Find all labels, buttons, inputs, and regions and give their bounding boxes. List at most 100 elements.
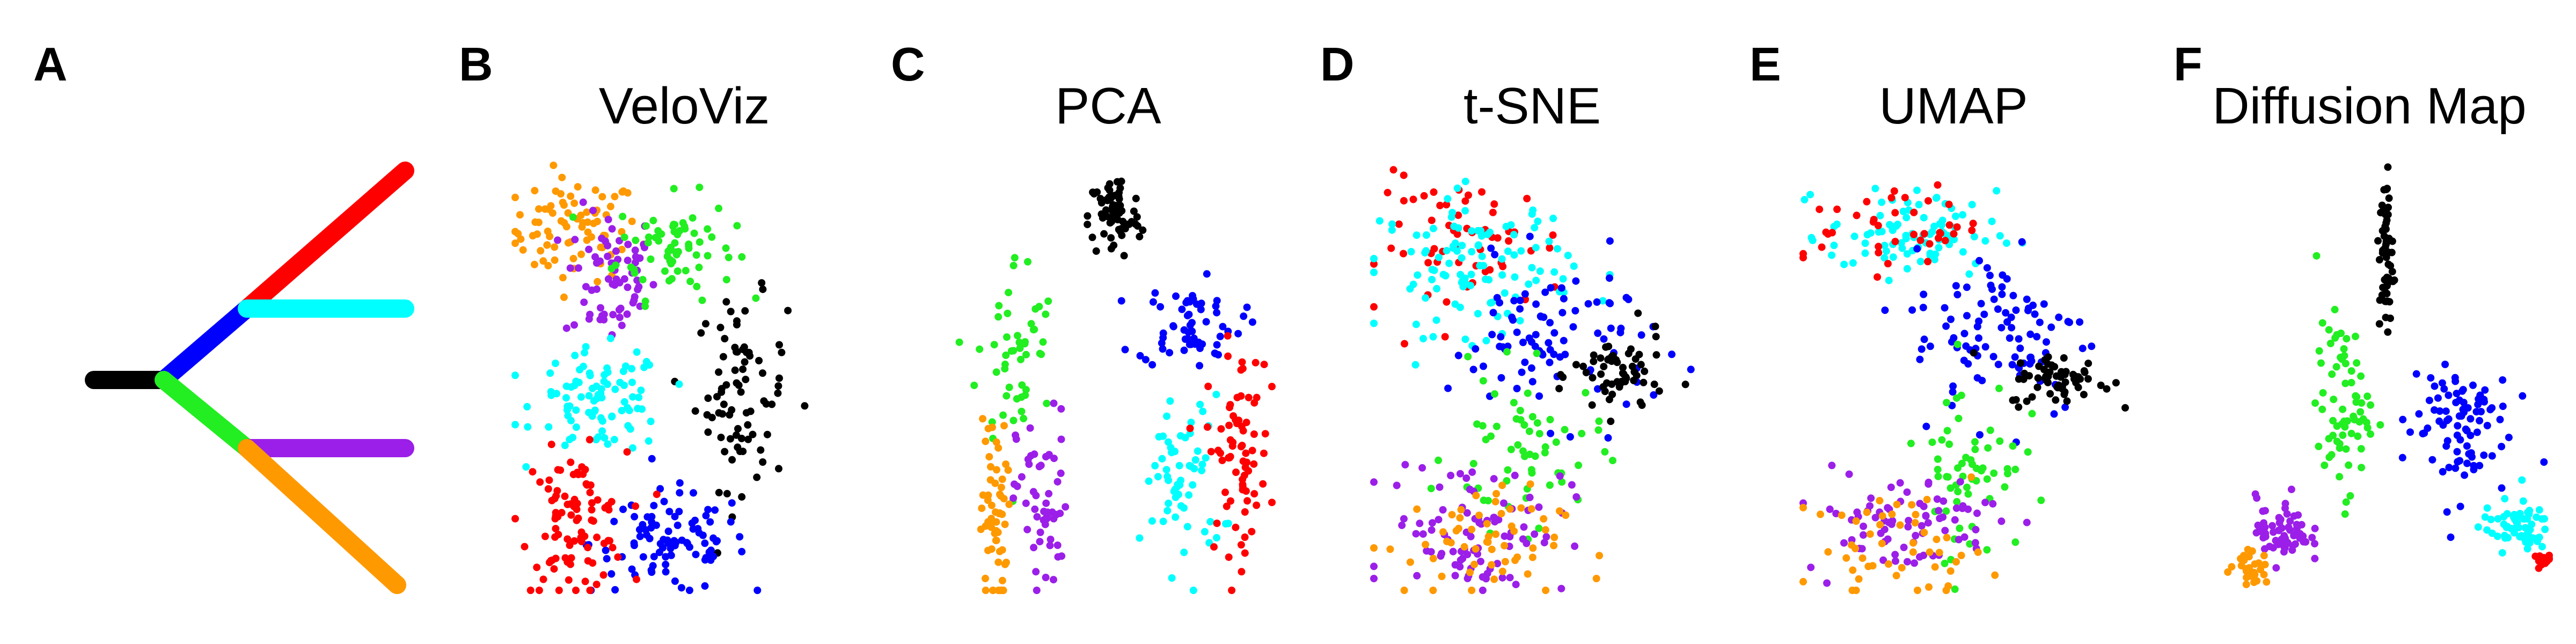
scatter-point-green xyxy=(2315,442,2323,450)
scatter-point-cyan xyxy=(1449,243,1457,250)
scatter-point-red xyxy=(1239,427,1247,435)
scatter-point-purple xyxy=(2296,530,2304,538)
scatter-point-cyan xyxy=(2518,476,2526,484)
scatter-point-green xyxy=(1016,344,1024,352)
scatter-point-orange xyxy=(519,246,527,254)
scatter-point-blue xyxy=(2473,428,2481,436)
scatter-point-green xyxy=(680,223,689,230)
scatter-point-orange xyxy=(1866,530,1874,538)
scatter-point-red xyxy=(539,575,547,583)
scatter-point-blue xyxy=(2076,318,2084,326)
scatter-point-cyan xyxy=(511,371,519,379)
scatter-point-cyan xyxy=(635,393,643,401)
scatter-point-purple xyxy=(1033,513,1041,521)
scatter-point-black xyxy=(1132,194,1140,202)
scatter-point-green xyxy=(695,264,703,272)
scatter-point-cyan xyxy=(1155,433,1163,441)
scatter-point-blue xyxy=(2024,306,2032,314)
scatter-point-black xyxy=(1652,351,1660,359)
scatter-point-orange xyxy=(511,239,519,247)
scatter-point-purple xyxy=(1370,575,1378,582)
scatter-point-red xyxy=(1260,449,1268,457)
scatter-point-cyan xyxy=(1370,319,1378,327)
scatter-point-purple xyxy=(1981,499,1989,507)
scatter-point-cyan xyxy=(1559,275,1567,283)
scatter-point-blue xyxy=(1963,283,1971,291)
scatter-point-cyan xyxy=(1532,276,1540,284)
scatter-point-blue xyxy=(709,534,718,542)
scatter-point-blue xyxy=(656,485,664,493)
scatter-point-blue xyxy=(2064,318,2072,326)
scatter-point-black xyxy=(784,306,792,314)
scatter-point-green xyxy=(2341,379,2350,387)
scatter-point-red xyxy=(1248,528,1256,536)
scatter-point-purple xyxy=(2262,530,2270,538)
scatter-point-purple xyxy=(1032,568,1040,576)
scatter-point-blue xyxy=(2047,323,2055,331)
scatter-point-cyan xyxy=(2504,523,2512,531)
scatter-point-cyan xyxy=(626,425,634,433)
scatter-point-black xyxy=(1572,361,1580,369)
scatter-point-purple xyxy=(1941,526,1949,535)
scatter-point-purple xyxy=(1042,499,1050,507)
scatter-point-black xyxy=(2383,237,2391,245)
scatter-point-orange xyxy=(594,277,602,286)
scatter-point-green xyxy=(1018,407,1026,415)
scatter-point-green xyxy=(2363,392,2372,400)
scatter-point-red xyxy=(1238,442,1246,450)
scatter-point-green xyxy=(2344,417,2351,425)
scatter-point-red xyxy=(1874,273,1882,281)
scatter-point-blue xyxy=(701,582,709,590)
scatter-point-blue xyxy=(648,455,656,463)
scatter-point-cyan xyxy=(2501,495,2509,503)
scatter-point-purple xyxy=(1971,539,1979,547)
scatter-point-blue xyxy=(1920,335,1928,343)
scatter-point-blue xyxy=(2445,391,2453,399)
scatter-point-green xyxy=(1953,497,1961,506)
scatter-point-blue xyxy=(667,551,675,559)
scatter-point-cyan xyxy=(633,348,641,356)
scatter-point-black xyxy=(1655,387,1663,395)
scatter-point-black xyxy=(774,382,782,390)
scatter-point-blue xyxy=(1141,356,1150,364)
scatter-point-cyan xyxy=(1952,213,1959,220)
scatter-point-red xyxy=(1863,197,1871,206)
scatter-point-black xyxy=(728,406,736,414)
scatter-point-orange xyxy=(1842,554,1850,562)
scatter-point-black xyxy=(759,286,767,294)
scatter-point-cyan xyxy=(1532,244,1540,252)
scatter-point-blue xyxy=(1546,319,1554,327)
scatter-point-black xyxy=(2381,245,2389,253)
scatter-point-cyan xyxy=(1988,217,1996,225)
scatter-point-purple xyxy=(1057,435,1065,443)
scatter-point-green xyxy=(2367,401,2375,409)
trajectory-branch-red xyxy=(238,162,414,318)
scatter-point-cyan xyxy=(1388,226,1396,234)
scatter-point-green xyxy=(2333,422,2341,430)
scatter-point-cyan xyxy=(1965,270,1973,278)
scatter-point-cyan xyxy=(1163,412,1171,420)
scatter-point-purple xyxy=(2294,511,2302,519)
scatter-point-cyan xyxy=(1461,178,1469,186)
scatter-point-orange xyxy=(2243,574,2250,582)
scatter-point-blue xyxy=(2031,310,2039,318)
scatter-point-purple xyxy=(562,324,570,332)
scatter-point-orange xyxy=(1991,571,1999,579)
scatter-point-orange xyxy=(1422,540,1430,548)
scatter-point-cyan xyxy=(1388,220,1396,228)
scatter-point-orange xyxy=(1513,553,1521,561)
scatter-point-cyan xyxy=(1501,289,1509,297)
scatter-point-red xyxy=(544,485,552,493)
scatter-point-cyan xyxy=(1926,230,1934,238)
scatter-point-orange xyxy=(597,243,605,251)
scatter-point-blue xyxy=(1988,285,1996,293)
scatter-point-cyan xyxy=(1871,185,1879,193)
scatter-point-cyan xyxy=(1422,294,1430,302)
scatter-point-orange xyxy=(1542,587,1550,594)
scatter-point-blue xyxy=(2435,417,2443,425)
scatter-point-orange xyxy=(577,211,585,219)
scatter-point-cyan xyxy=(1981,237,1989,245)
scatter-point-cyan xyxy=(2483,504,2491,512)
scatter-point-cyan xyxy=(572,423,580,431)
scatter-point-purple xyxy=(608,225,616,233)
